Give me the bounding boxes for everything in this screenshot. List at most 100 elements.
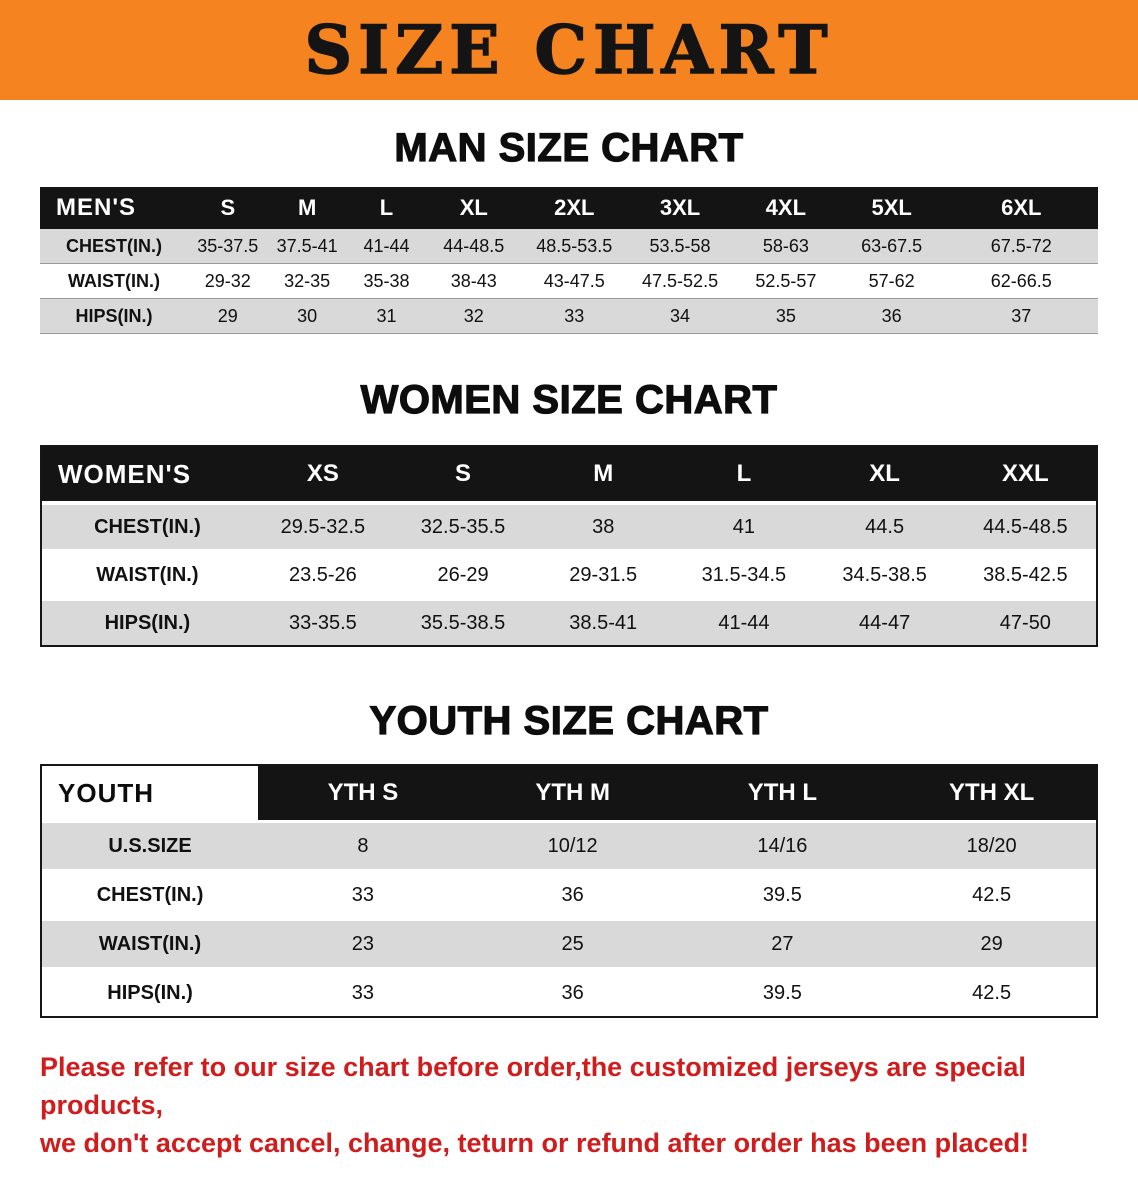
table-row: WAIST(IN.) 29-32 32-35 35-38 38-43 43-47.5 47.… <box>40 263 1098 299</box>
youth-size-table: YOUTH YTH S YTH M YTH L YTH XL U.S.SIZE 8 10/12… <box>42 766 1096 1016</box>
size-header-cell: 4XL <box>732 187 839 229</box>
youth-size-section: YOUTH SIZE CHART YOUTH YTH S YTH M YTH L YTH… <box>0 698 1138 1018</box>
value-cell: 35 <box>732 298 839 334</box>
size-header-cell: 6XL <box>944 187 1098 229</box>
disclaimer-line-1: Please refer to our size chart before or… <box>40 1052 1026 1120</box>
men-table-wrap: MEN'S S M L XL 2XL 3XL 4XL 5XL 6XL CHEST(IN.) 35-37… <box>40 187 1098 334</box>
size-header-cell: YTH M <box>467 766 678 822</box>
value-cell: 8 <box>258 820 468 871</box>
header-row: YOUTH YTH S YTH M YTH L YTH XL <box>42 766 1096 822</box>
value-cell: 33 <box>258 869 468 920</box>
table-row: WAIST(IN.) 23.5-26 26-29 29-31.5 31.5-34.5 34… <box>42 549 1096 599</box>
value-cell: 48.5-53.5 <box>521 229 628 264</box>
value-cell: 47.5-52.5 <box>627 263 733 299</box>
size-header-cell: L <box>346 187 427 229</box>
value-cell: 37 <box>944 298 1098 334</box>
size-header-cell: XL <box>814 447 955 503</box>
size-header-cell: YTH L <box>677 766 888 822</box>
row-label: CHEST(IN.) <box>40 229 189 264</box>
value-cell: 38.5-41 <box>533 597 674 645</box>
youth-table-wrap: YOUTH YTH S YTH M YTH L YTH XL U.S.SIZE 8 10/12… <box>40 764 1098 1018</box>
value-cell: 29-31.5 <box>533 549 674 599</box>
value-cell: 10/12 <box>467 820 678 871</box>
value-cell: 29-32 <box>188 263 268 299</box>
value-cell: 52.5-57 <box>732 263 839 299</box>
size-header-cell: 5XL <box>838 187 945 229</box>
row-label: CHEST(IN.) <box>42 869 259 920</box>
table-row: HIPS(IN.) 33 36 39.5 42.5 <box>42 967 1096 1016</box>
youth-section-heading: YOUTH SIZE CHART <box>369 698 769 743</box>
banner-title: SIZE CHART <box>304 10 834 90</box>
value-cell: 44-47 <box>814 597 955 645</box>
value-cell: 53.5-58 <box>627 229 733 264</box>
value-cell: 35.5-38.5 <box>392 597 534 645</box>
size-header-cell: L <box>673 447 815 503</box>
value-cell: 33-35.5 <box>252 597 393 645</box>
value-cell: 39.5 <box>677 967 888 1016</box>
value-cell: 37.5-41 <box>267 229 347 264</box>
value-cell: 23.5-26 <box>252 549 393 599</box>
table-row: HIPS(IN.) 33-35.5 35.5-38.5 38.5-41 41-44 44-… <box>42 597 1096 645</box>
size-chart-banner: SIZE CHART <box>0 0 1138 100</box>
row-label: HIPS(IN.) <box>40 298 189 334</box>
women-section-heading: WOMEN SIZE CHART <box>360 377 778 422</box>
value-cell: 31.5-34.5 <box>673 549 815 599</box>
row-label: U.S.SIZE <box>42 820 259 871</box>
size-header-cell: YTH S <box>258 766 468 822</box>
value-cell: 32 <box>426 298 522 334</box>
value-cell: 29 <box>188 298 268 334</box>
row-label: WAIST(IN.) <box>42 918 259 969</box>
value-cell: 32-35 <box>267 263 347 299</box>
value-cell: 26-29 <box>392 549 534 599</box>
row-label: HIPS(IN.) <box>42 597 253 645</box>
value-cell: 38.5-42.5 <box>954 549 1096 599</box>
value-cell: 36 <box>838 298 945 334</box>
size-header-cell: 3XL <box>627 187 733 229</box>
men-section-heading: MAN SIZE CHART <box>394 125 744 170</box>
value-cell: 29.5-32.5 <box>252 501 393 551</box>
table-row: U.S.SIZE 8 10/12 14/16 18/20 <box>42 820 1096 871</box>
size-header-cell: S <box>392 447 534 503</box>
value-cell: 32.5-35.5 <box>392 501 534 551</box>
header-row: WOMEN'S XS S M L XL XXL <box>42 447 1096 503</box>
value-cell: 58-63 <box>732 229 839 264</box>
value-cell: 57-62 <box>838 263 945 299</box>
size-header-cell: S <box>188 187 268 229</box>
table-row: CHEST(IN.) 33 36 39.5 42.5 <box>42 869 1096 920</box>
value-cell: 30 <box>267 298 347 334</box>
table-title-cell: MEN'S <box>40 187 189 229</box>
women-size-section: WOMEN SIZE CHART WOMEN'S XS S M L XL XXL CHEST(… <box>0 377 1138 647</box>
size-header-cell: XL <box>426 187 522 229</box>
row-label: WAIST(IN.) <box>42 549 253 599</box>
value-cell: 33 <box>521 298 628 334</box>
size-header-cell: M <box>267 187 347 229</box>
value-cell: 23 <box>258 918 468 969</box>
row-label: HIPS(IN.) <box>42 967 259 1016</box>
value-cell: 41-44 <box>346 229 427 264</box>
value-cell: 36 <box>467 967 678 1016</box>
value-cell: 36 <box>467 869 678 920</box>
size-header-cell: M <box>533 447 674 503</box>
value-cell: 33 <box>258 967 468 1016</box>
value-cell: 27 <box>677 918 888 969</box>
value-cell: 31 <box>346 298 427 334</box>
value-cell: 63-67.5 <box>838 229 945 264</box>
table-title-cell: YOUTH <box>42 766 259 822</box>
value-cell: 14/16 <box>677 820 888 871</box>
value-cell: 42.5 <box>887 967 1096 1016</box>
value-cell: 18/20 <box>887 820 1096 871</box>
value-cell: 47-50 <box>954 597 1096 645</box>
value-cell: 38-43 <box>426 263 522 299</box>
value-cell: 38 <box>533 501 674 551</box>
value-cell: 39.5 <box>677 869 888 920</box>
table-title-cell: WOMEN'S <box>42 447 253 503</box>
value-cell: 35-37.5 <box>188 229 268 264</box>
row-label: WAIST(IN.) <box>40 263 189 299</box>
size-header-cell: YTH XL <box>887 766 1096 822</box>
value-cell: 29 <box>887 918 1096 969</box>
value-cell: 44.5-48.5 <box>954 501 1096 551</box>
disclaimer-line-2: we don't accept cancel, change, teturn o… <box>40 1128 1030 1158</box>
table-row: CHEST(IN.) 29.5-32.5 32.5-35.5 38 41 44.5 44.5… <box>42 501 1096 551</box>
value-cell: 35-38 <box>346 263 427 299</box>
value-cell: 67.5-72 <box>944 229 1098 264</box>
